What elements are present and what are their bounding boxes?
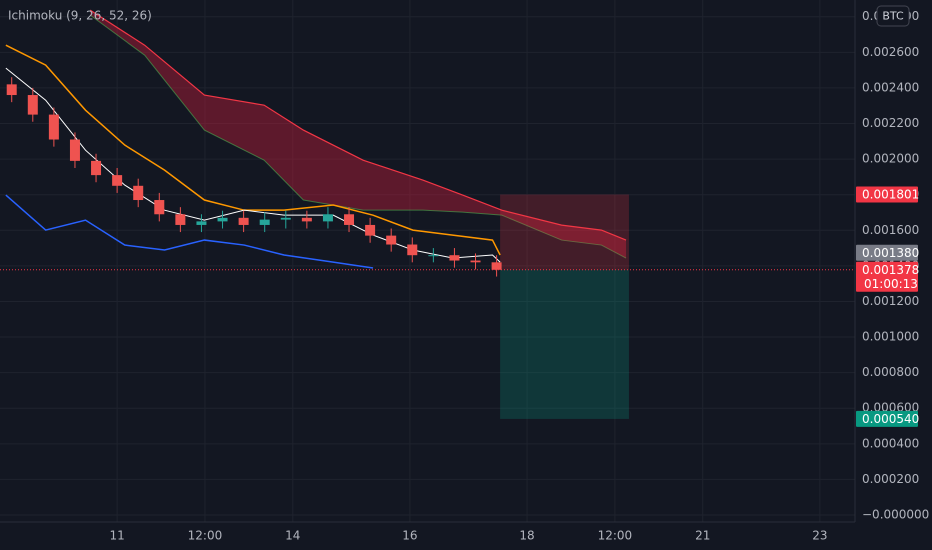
stop-zone [500,194,629,270]
candle-body [365,224,376,236]
price-label: 0.000540 [856,410,919,427]
candle-body [27,95,38,115]
price-label-text: 0.001801 [862,188,919,202]
y-tick-label: 0.001000 [862,330,919,344]
x-tick-label: 23 [812,529,827,543]
x-tick-label: 18 [519,529,534,543]
currency-badge-label[interactable]: BTC [882,10,904,23]
currency-badge[interactable]: BTC [876,5,910,27]
y-tick-label: 0.001200 [862,294,919,308]
y-tick-label: 0.000200 [862,472,919,486]
x-tick-label: 11 [109,529,124,543]
y-tick-label: 0.001600 [862,223,919,237]
candle-body [154,200,165,215]
plot [0,9,855,419]
price-label-box [856,186,918,203]
grid [0,0,855,522]
candle-body [6,84,17,96]
price-label-text: 0.000540 [862,412,919,426]
indicator-line [5,67,501,263]
indicator-line [5,194,374,269]
price-label: 0.001380 [856,244,919,261]
span-b-line [89,9,627,241]
price-label-box [856,261,918,292]
candle-body [196,221,207,225]
candle-body [470,260,481,263]
candle-body [386,235,397,245]
candle-body [280,217,291,220]
currency-badge-box[interactable] [876,5,910,27]
candle-body [69,139,80,161]
candle-body [238,217,249,225]
y-tick-label: −0.000000 [862,508,929,522]
candle-body [428,255,439,257]
cloud-fill [90,10,627,259]
indicator-line [5,44,501,256]
y-tick-label: 0.000800 [862,365,919,379]
price-label-box [856,410,918,427]
candle-body [175,214,186,225]
candle-body [322,214,333,222]
candle-body [491,262,502,270]
y-tick-label: 0.002400 [862,80,919,94]
candle-body [133,185,144,201]
candle-body [91,160,102,176]
candle-body [449,255,460,261]
price-label: 0.001801 [856,186,919,203]
countdown-text: 01:00:13 [864,277,918,291]
x-tick-label: 12:00 [598,529,633,543]
x-tick-label: 12:00 [188,529,223,543]
y-tick-label: 0.002600 [862,45,919,59]
y-tick-label: 0.002000 [862,152,919,166]
candle-body [48,114,59,140]
candle-body [217,217,228,222]
candle-body [407,244,418,256]
candle-body [259,219,270,225]
x-tick-label: 21 [695,529,710,543]
candle-body [344,214,355,225]
candle-body [301,217,312,222]
y-tick-label: 0.000400 [862,436,919,450]
x-tick-label: 16 [402,529,417,543]
span-a-line [89,14,627,259]
x-tick-label: 14 [285,529,300,543]
indicator-title: Ichimoku (9, 26, 52, 26) [8,9,152,23]
target-zone [500,269,629,419]
price-label-text: 0.001378 [862,263,919,277]
price-label-text: 0.001380 [862,246,919,260]
price-label-box [856,244,918,261]
y-tick-label: 0.002200 [862,116,919,130]
candle-body [112,175,123,186]
